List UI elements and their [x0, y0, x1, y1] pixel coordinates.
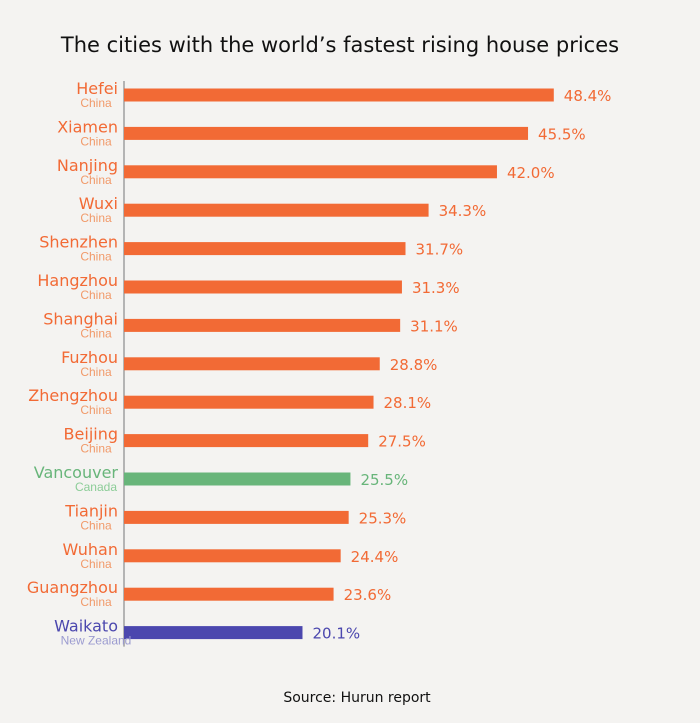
city-label: Tianjin: [64, 501, 118, 520]
value-label: 45.5%: [538, 125, 586, 143]
bar-waikato: [124, 626, 303, 640]
city-label: Hefei: [76, 79, 118, 98]
city-label: Shenzhen: [39, 233, 118, 252]
country-label: China: [80, 365, 112, 379]
city-label: Vancouver: [34, 463, 119, 482]
value-label: 34.3%: [439, 202, 487, 220]
value-label: 23.6%: [344, 586, 392, 604]
country-label: China: [80, 96, 112, 110]
chart-title: The cities with the world’s fastest risi…: [60, 33, 619, 57]
value-label: 25.5%: [360, 471, 408, 489]
bar-hangzhou: [124, 280, 402, 294]
value-label: 28.1%: [384, 394, 432, 412]
bar-fuzhou: [124, 357, 380, 371]
value-label: 24.4%: [351, 548, 399, 566]
country-label: China: [80, 403, 112, 417]
value-label: 48.4%: [564, 87, 612, 105]
value-label: 42.0%: [507, 164, 555, 182]
country-label: China: [80, 557, 112, 571]
city-label: Shanghai: [43, 309, 118, 328]
city-label: Wuhan: [63, 540, 118, 559]
value-label: 20.1%: [312, 625, 360, 643]
country-label: China: [80, 134, 112, 148]
city-label: Fuzhou: [61, 348, 118, 367]
bar-vancouver: [124, 472, 351, 486]
value-label: 31.1%: [410, 317, 458, 335]
city-label: Wuxi: [79, 194, 118, 213]
country-label: Canada: [75, 480, 117, 494]
bar-shenzhen: [124, 242, 406, 256]
bar-shanghai: [124, 318, 401, 332]
city-label: Zhengzhou: [28, 386, 118, 405]
bar-nanjing: [124, 165, 497, 179]
country-label: China: [80, 250, 112, 264]
country-label: China: [80, 518, 112, 532]
city-label: Beijing: [64, 425, 118, 444]
value-label: 27.5%: [378, 433, 426, 451]
value-label: 28.8%: [390, 356, 438, 374]
city-label: Waikato: [54, 617, 118, 636]
bar-wuhan: [124, 549, 341, 563]
country-label: China: [80, 326, 112, 340]
value-label: 31.7%: [415, 241, 463, 259]
bar-hefei: [124, 88, 554, 102]
country-label: China: [80, 595, 112, 609]
city-label: Guangzhou: [27, 578, 118, 597]
bar-zhengzhou: [124, 395, 374, 409]
country-label: China: [80, 173, 112, 187]
city-label: Xiamen: [57, 117, 118, 136]
country-label: New Zealand: [61, 634, 132, 648]
chart-source: Source: Hurun report: [283, 690, 431, 706]
value-label: 31.3%: [412, 279, 460, 297]
bar-xiamen: [124, 126, 529, 140]
country-label: China: [80, 211, 112, 225]
bar-wuxi: [124, 203, 429, 217]
bar-guangzhou: [124, 587, 334, 601]
city-label: Nanjing: [57, 156, 118, 175]
country-label: China: [80, 442, 112, 456]
bar-tianjin: [124, 510, 349, 524]
value-label: 25.3%: [359, 509, 407, 527]
bar-beijing: [124, 434, 369, 448]
country-label: China: [80, 288, 112, 302]
city-label: Hangzhou: [37, 271, 118, 290]
